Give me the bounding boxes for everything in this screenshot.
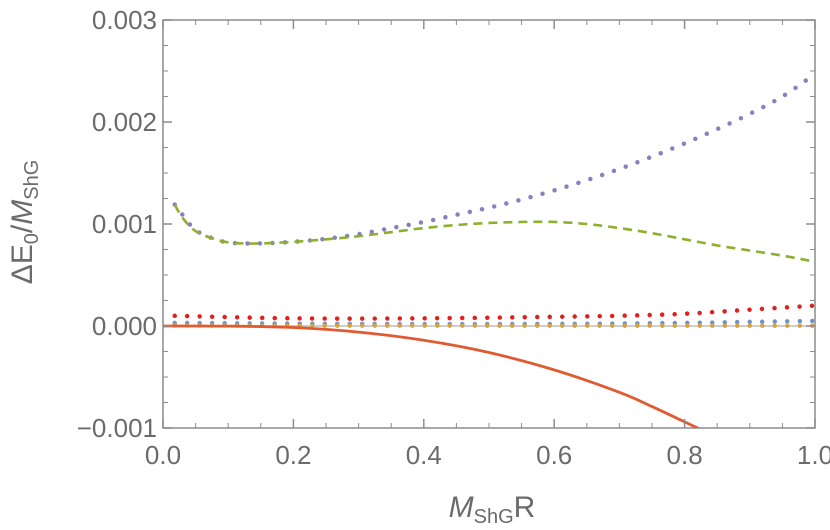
y-tick-label: −0.001 — [77, 413, 157, 443]
y-tick-label: 0.000 — [92, 311, 157, 341]
x-tick-label: 0.4 — [406, 440, 442, 470]
y-tick-label: 0.001 — [92, 209, 157, 239]
y-tick-label: 0.002 — [92, 107, 157, 137]
x-axis-title: MShGR — [449, 491, 536, 528]
series-red-dotted — [172, 303, 815, 321]
y-tick-label: 0.003 — [92, 5, 157, 35]
series-blue-dotted — [172, 318, 815, 327]
x-tick-label: 0.0 — [145, 440, 181, 470]
series-layer — [163, 71, 815, 428]
x-tick-label: 0.2 — [275, 440, 311, 470]
series-green-dashed — [173, 203, 815, 264]
series-clip-group — [163, 71, 815, 428]
series-purple-dotted — [172, 71, 815, 246]
x-tick-label: 1.0 — [797, 440, 830, 470]
y-axis-title: ΔE0/MShG — [6, 160, 43, 285]
series-orange-solid — [163, 324, 700, 428]
x-tick-label: 0.6 — [536, 440, 572, 470]
ticks-layer: 0.0 0.2 0.4 0.6 0.8 1.0 −0.001 0.000 0.001 0.002 0… — [77, 5, 830, 470]
x-tick-label: 0.8 — [667, 440, 703, 470]
